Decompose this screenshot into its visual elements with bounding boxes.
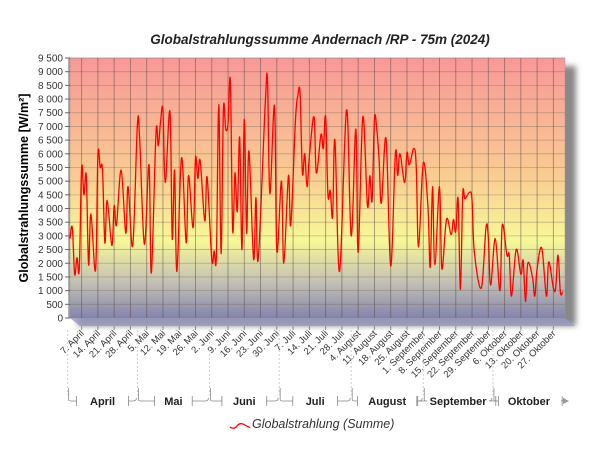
y-tick-label: 1 500: [38, 272, 63, 283]
y-tick-label: 5 500: [38, 163, 63, 174]
legend-line-icon: [230, 424, 250, 429]
y-tick-label: 8 000: [38, 95, 63, 106]
month-axis-arrow: [563, 398, 569, 404]
legend: Globalstrahlung (Summe): [230, 417, 394, 431]
y-tick-label: 7 000: [38, 122, 63, 133]
y-tick-label: 5 000: [38, 177, 63, 188]
y-tick-label: 2 500: [38, 245, 63, 256]
legend-label: Globalstrahlung (Summe): [252, 417, 394, 431]
y-axis-label: Globalstrahlungssumme [W/m²]: [17, 94, 31, 283]
month-label: Juli: [306, 396, 325, 408]
y-tick-label: 6 500: [38, 136, 63, 147]
month-label: Mai: [164, 396, 182, 408]
y-tick-label: 9 000: [38, 67, 63, 78]
y-axis: 0 500 1 000 1 500 2 000 2 500 3 000 3 500 4 000 4…: [38, 54, 70, 325]
y-tick-label: 1 000: [38, 286, 63, 297]
y-tick-label: 8 500: [38, 81, 63, 92]
month-label: Oktober: [508, 396, 551, 408]
y-tick-label: 3 500: [38, 218, 63, 229]
month-label: Juni: [233, 396, 256, 408]
y-tick-label: 7 500: [38, 108, 63, 119]
y-tick-label: 2 000: [38, 259, 63, 270]
y-tick-label: 4 500: [38, 190, 63, 201]
y-tick-label: 3 000: [38, 231, 63, 242]
month-label: September: [430, 396, 488, 408]
y-tick-label: 500: [46, 300, 63, 311]
y-tick-label: 6 000: [38, 149, 63, 160]
y-tick-label: 4 000: [38, 204, 63, 215]
y-tick-label: 9 500: [38, 54, 63, 65]
plot-floor: [70, 318, 575, 326]
plot-background: [70, 58, 565, 318]
y-tick-label: 0: [57, 314, 63, 325]
chart-title: Globalstrahlungssumme Andernach /RP - 75…: [150, 32, 490, 47]
month-label: April: [90, 396, 115, 408]
month-label: August: [368, 396, 406, 408]
